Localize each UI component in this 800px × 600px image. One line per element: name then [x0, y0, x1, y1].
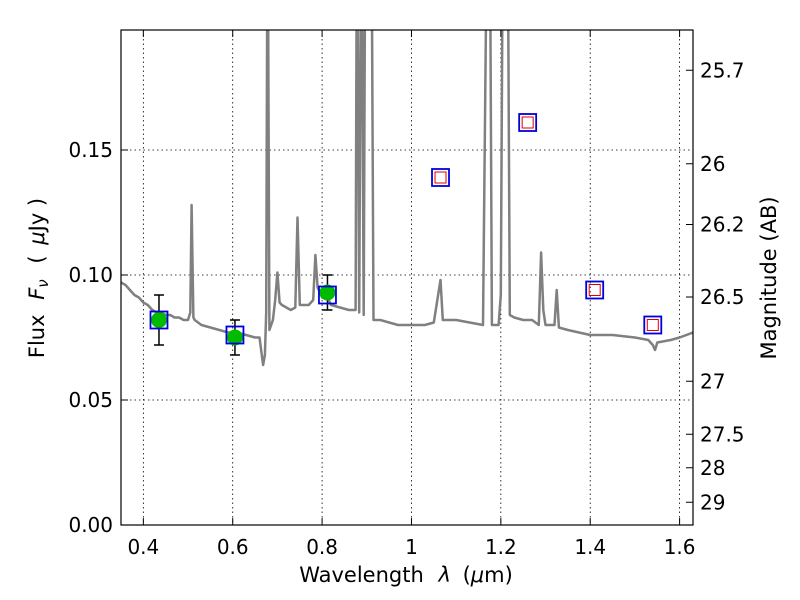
x-tick-label-3: 1: [405, 535, 418, 559]
model-band-box-5: [585, 280, 605, 300]
model-band-inner-3: [434, 171, 447, 184]
observed-point-0: [150, 312, 167, 328]
y-tick-label-1: 0.05: [68, 388, 113, 412]
model-band-box-4: [518, 113, 538, 132]
x-tick-label-4: 1.2: [485, 535, 517, 559]
y2-tick-label-3: 26.5: [700, 285, 745, 309]
model-band-inner-5: [588, 284, 601, 296]
y-axis-label-subscript: ν: [34, 279, 52, 287]
x-axis-ticks: 0.4 0.6 0.8 1 1.2 1.4 1.6: [127, 30, 696, 559]
y2-tick-label-0: 25.7: [700, 58, 745, 82]
model-band-box-2: [318, 285, 337, 305]
model-band-inner-4: [521, 116, 534, 129]
y2-tick-label-7: 29: [700, 490, 725, 514]
x-axis-label-unit-rest: m): [484, 563, 513, 587]
y2-tick-label-1: 26: [700, 152, 725, 176]
y-axis-label-unit-mu: μ: [25, 231, 49, 245]
y-tick-label-2: 0.10: [68, 263, 113, 287]
model-band-points: [149, 113, 663, 345]
spectrum-line: [121, 30, 693, 367]
x-axis-label-symbol: λ: [437, 563, 450, 587]
model-band-box-0: [149, 310, 169, 330]
y2-axis-ticks: 25.7 26 26.2 26.5 27 27.5 28 29: [686, 58, 745, 514]
y2-tick-label-2: 26.2: [700, 213, 745, 237]
y-axis-label-symbol: F: [25, 287, 49, 300]
x-tick-label-6: 1.6: [664, 535, 696, 559]
y-axis-label-text: Flux: [25, 314, 49, 358]
x-axis-label: Wavelength λ (μm): [299, 563, 513, 587]
x-tick-label-2: 0.8: [306, 535, 338, 559]
observed-point-1: [226, 329, 243, 346]
model-band-box-3: [431, 168, 450, 187]
model-band-inner-6: [646, 319, 659, 331]
model-spectrum: [121, 30, 693, 367]
y-axis-label-unit-rest: Jy ): [25, 198, 49, 234]
model-band-box-1: [225, 325, 245, 345]
x-axis-label-text: Wavelength: [299, 563, 424, 587]
y2-tick-label-4: 27: [700, 369, 725, 393]
plot-frame: [120, 29, 694, 526]
observed-point-2: [319, 284, 336, 301]
x-axis-label-unit-mu: μ: [470, 563, 484, 587]
model-band-box-6: [643, 315, 663, 335]
x-tick-label-0: 0.4: [127, 535, 159, 559]
y2-tick-label-5: 27.5: [700, 422, 745, 446]
x-tick-label-5: 1.4: [574, 535, 606, 559]
y-tick-label-3: 0.15: [68, 138, 113, 162]
y-axis-ticks: 0.00 0.05 0.10 0.15: [68, 138, 128, 537]
y2-axis-label: Magnitude (AB): [757, 196, 781, 359]
observed-points: [150, 284, 336, 346]
y-axis-label: Flux Fν ( μJy ): [25, 198, 53, 358]
y-axis-label-unit-open: (: [25, 255, 49, 263]
x-axis-label-unit-open: (: [463, 563, 471, 587]
y-tick-label-0: 0.00: [68, 513, 113, 537]
x-tick-label-1: 0.6: [217, 535, 249, 559]
grid-lines: [121, 30, 693, 525]
y2-tick-label-6: 28: [700, 456, 725, 480]
